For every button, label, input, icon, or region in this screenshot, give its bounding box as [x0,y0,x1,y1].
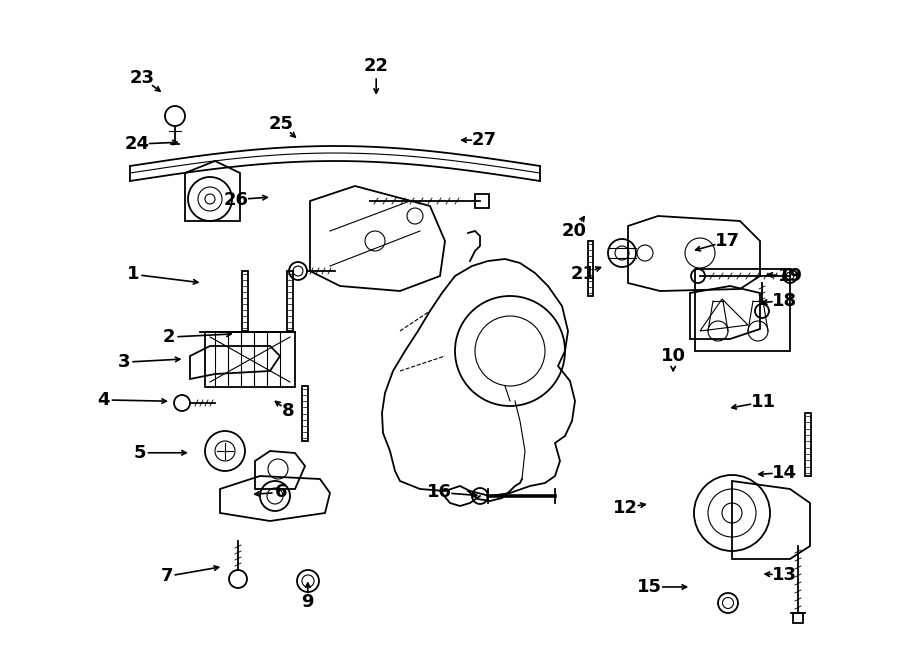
Text: 14: 14 [772,463,797,482]
Text: 3: 3 [118,353,130,371]
Text: 22: 22 [364,57,389,75]
Text: 2: 2 [163,328,176,346]
Text: 17: 17 [715,232,740,251]
Text: 15: 15 [637,578,662,596]
Text: 18: 18 [772,292,797,310]
Text: 6: 6 [274,483,287,502]
Text: 5: 5 [133,444,146,462]
Text: 10: 10 [661,346,686,365]
Text: 23: 23 [130,69,155,87]
Text: 24: 24 [124,135,149,153]
Text: 7: 7 [160,567,173,586]
Bar [205,332,295,387]
Text: 13: 13 [772,566,797,584]
Text: 26: 26 [223,190,248,209]
Text: 4: 4 [97,391,110,409]
Text: 27: 27 [472,131,497,149]
Text: 21: 21 [571,265,596,284]
Bar [793,613,803,623]
Text: 25: 25 [268,115,293,134]
Text: 16: 16 [427,483,452,502]
Text: 19: 19 [778,267,803,286]
Text: 9: 9 [302,592,314,611]
Bar [695,269,790,351]
Text: 12: 12 [613,498,638,517]
Text: 1: 1 [127,265,140,284]
Bar [475,194,489,208]
Text: 20: 20 [562,222,587,241]
Text: 8: 8 [282,402,294,420]
Text: 11: 11 [751,393,776,411]
